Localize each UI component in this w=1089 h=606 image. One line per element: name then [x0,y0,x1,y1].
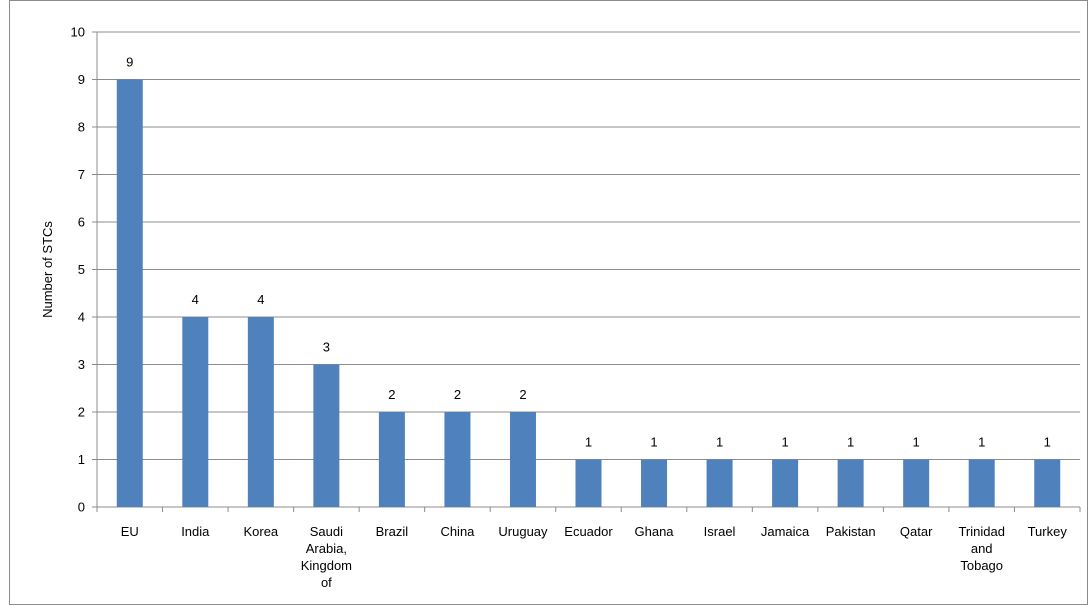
y-tick-label: 7 [78,167,85,182]
x-tick-label: Ghana [635,524,675,539]
gridlines [97,31,1080,460]
bar [706,459,733,507]
bar [903,459,930,507]
data-label: 1 [781,435,788,450]
y-tick-label: 8 [78,120,85,135]
x-tick-label: India [181,524,210,539]
x-tick-label: Korea [243,524,278,539]
bar [378,412,405,507]
bar [444,412,471,507]
y-tick-label: 5 [78,262,85,277]
data-label: 3 [323,340,330,355]
bar [313,364,340,507]
x-tick-label: Qatar [900,524,933,539]
data-label: 1 [650,435,657,450]
y-tick-label: 9 [78,72,85,87]
data-label: 1 [1044,435,1051,450]
data-label: 2 [519,387,526,402]
y-tick-labels: 0 1 2 3 4 5 6 7 8 9 10 [71,25,85,515]
x-tick-label: Israel [704,524,736,539]
data-label: 1 [913,435,920,450]
bar [641,459,668,507]
x-tick-label: Ecuador [564,524,613,539]
y-tick-label: 4 [78,310,85,325]
x-tick-label: Pakistan [826,524,876,539]
bar [182,317,209,507]
x-tick-label: Saudi Arabia, Kingdom of [301,524,352,590]
bar [1034,459,1061,507]
data-label: 1 [978,435,985,450]
data-label: 9 [126,55,133,70]
data-label: 4 [257,292,264,307]
x-tick-labels: EU India Korea Saudi Arabia, Kingdom of Brazil C… [121,524,1068,590]
bar [772,459,799,507]
x-tick-label: Trinidad and Tobago [958,524,1004,573]
x-tick-label: China [440,524,475,539]
bars [116,79,1061,507]
y-tick-label: 1 [78,452,85,467]
data-label: 2 [454,387,461,402]
bar [968,459,995,507]
data-labels: 9 4 4 3 2 2 2 1 1 1 1 1 1 1 1 [126,55,1051,450]
x-tick-label: Turkey [1028,524,1068,539]
y-tick-label: 3 [78,357,85,372]
data-label: 4 [192,292,199,307]
x-tick-label: Jamaica [761,524,810,539]
bar [575,459,602,507]
bar [247,317,274,507]
data-label: 2 [388,387,395,402]
data-label: 1 [847,435,854,450]
bar [116,79,143,507]
bar [509,412,536,507]
data-label: 1 [585,435,592,450]
bar [837,459,864,507]
y-tick-label: 6 [78,215,85,230]
x-tick-label: Brazil [376,524,409,539]
x-tick-label: EU [121,524,139,539]
y-tick-label: 10 [71,25,85,40]
x-tick-label: Uruguay [498,524,548,539]
y-tick-label: 2 [78,405,85,420]
data-label: 1 [716,435,723,450]
y-axis-label: Number of STCs [40,221,55,318]
y-tick-label: 0 [78,500,85,515]
